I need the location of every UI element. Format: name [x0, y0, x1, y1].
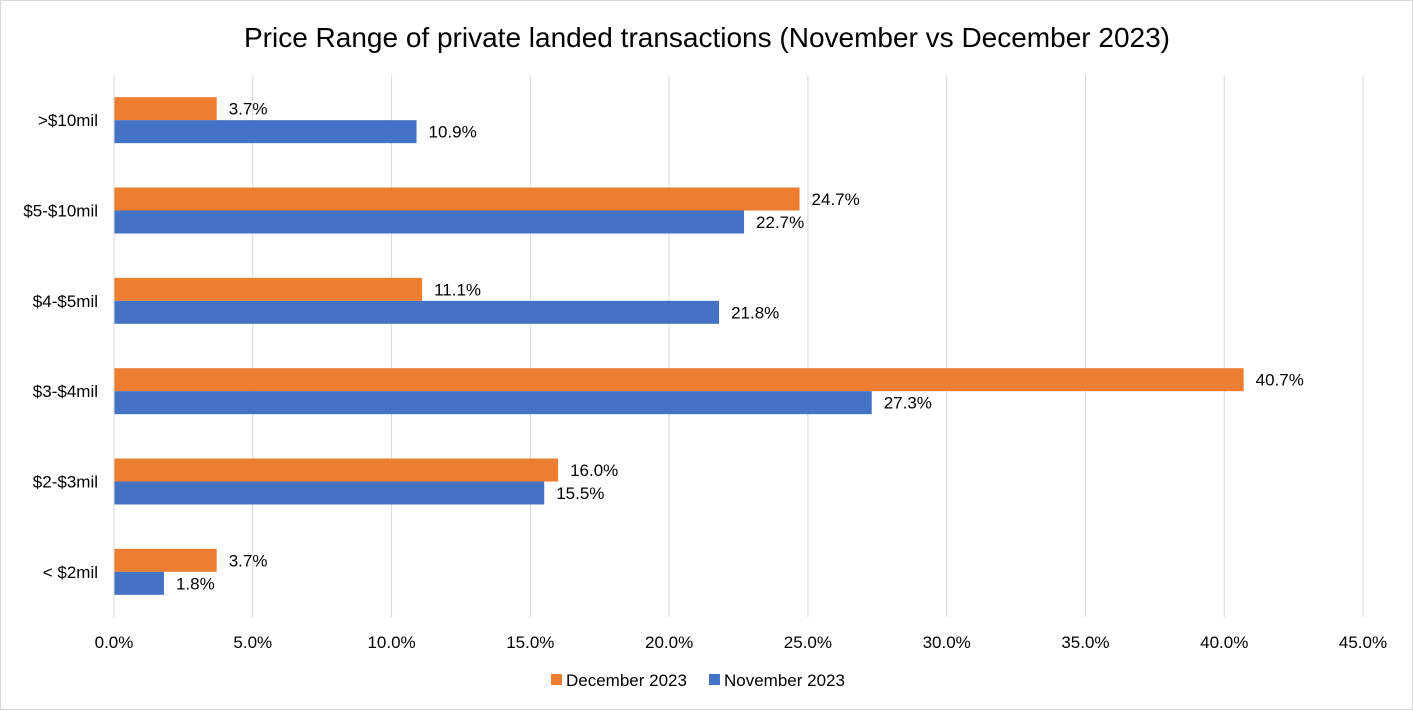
data-labels: 3.7% 10.9% 24.7% 22.7% 11.1% 21.8% 40.7% 27.3% 1… — [176, 100, 1304, 594]
data-label: 1.8% — [176, 574, 215, 593]
data-label: 3.7% — [229, 551, 268, 570]
x-tick-label: 25.0% — [784, 633, 832, 652]
bars — [114, 97, 1244, 595]
bar-november — [114, 120, 417, 144]
x-tick-label: 0.0% — [95, 633, 134, 652]
bar-december — [114, 187, 800, 211]
bar-november — [114, 210, 745, 234]
bar-november — [114, 300, 720, 324]
x-tick-label: 35.0% — [1061, 633, 1109, 652]
bar-november — [114, 481, 545, 505]
y-category-label: $2-$3mil — [33, 473, 98, 492]
bar-december — [114, 368, 1244, 392]
legend-swatch — [551, 674, 562, 685]
x-tick-label: 40.0% — [1200, 633, 1248, 652]
y-category-label: $3-$4mil — [33, 382, 98, 401]
gridlines — [252, 75, 1364, 617]
x-tick-label: 30.0% — [923, 633, 971, 652]
data-label: 24.7% — [812, 190, 860, 209]
legend-label: November 2023 — [724, 671, 845, 690]
bar-november — [114, 391, 872, 415]
data-label: 40.7% — [1256, 371, 1304, 390]
bar-november — [114, 571, 164, 595]
x-tick-label: 5.0% — [233, 633, 272, 652]
x-tick-label: 15.0% — [506, 633, 554, 652]
legend: December 2023 November 2023 — [551, 671, 845, 690]
data-label: 11.1% — [434, 280, 481, 299]
x-axis: 0.0% 5.0% 10.0% 15.0% 20.0% 25.0% 30.0% 35.0% 40… — [95, 633, 1387, 652]
data-label: 16.0% — [570, 461, 618, 480]
data-label: 15.5% — [556, 484, 604, 503]
data-label: 10.9% — [429, 123, 477, 142]
data-label: 3.7% — [229, 100, 268, 119]
bar-december — [114, 97, 217, 121]
y-category-label: $4-$5mil — [33, 292, 98, 311]
y-category-label: $5-$10mil — [23, 202, 98, 221]
x-tick-label: 10.0% — [367, 633, 415, 652]
bar-december — [114, 548, 217, 572]
bar-december — [114, 277, 423, 301]
chart-title: Price Range of private landed transactio… — [244, 22, 1170, 53]
y-category-label: < $2mil — [43, 563, 98, 582]
legend-label: December 2023 — [566, 671, 687, 690]
x-tick-label: 45.0% — [1339, 633, 1387, 652]
y-axis: >$10mil $5-$10mil $4-$5mil $3-$4mil $2-$3mil… — [23, 75, 115, 617]
bar-december — [114, 458, 559, 482]
data-label: 21.8% — [731, 303, 779, 322]
data-label: 27.3% — [884, 394, 932, 413]
data-label: 22.7% — [756, 213, 804, 232]
y-category-label: >$10mil — [38, 111, 98, 130]
x-tick-label: 20.0% — [645, 633, 693, 652]
legend-swatch — [708, 674, 720, 685]
